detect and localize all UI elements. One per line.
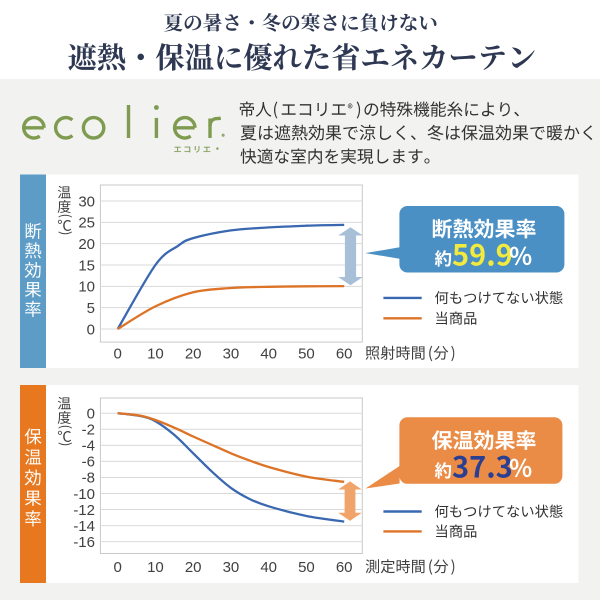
svg-text:10: 10 — [78, 279, 95, 296]
svg-text:5: 5 — [87, 300, 95, 317]
svg-text:25: 25 — [78, 215, 95, 232]
svg-text:-12: -12 — [73, 502, 95, 519]
svg-text:60: 60 — [336, 346, 353, 363]
svg-text:40: 40 — [260, 346, 277, 363]
svg-text:30: 30 — [223, 559, 240, 576]
svg-text:40: 40 — [260, 559, 277, 576]
svg-text:-8: -8 — [82, 470, 95, 487]
svg-text:50: 50 — [298, 346, 315, 363]
svg-text:15: 15 — [78, 257, 95, 274]
svg-text:20: 20 — [78, 236, 95, 253]
svg-text:0: 0 — [114, 559, 122, 576]
svg-text:20: 20 — [185, 559, 202, 576]
svg-text:-10: -10 — [73, 486, 95, 503]
svg-text:0: 0 — [87, 321, 95, 338]
svg-text:60: 60 — [336, 559, 353, 576]
svg-text:30: 30 — [78, 193, 95, 210]
svg-text:20: 20 — [185, 346, 202, 363]
svg-text:-16: -16 — [73, 534, 95, 551]
svg-text:30: 30 — [223, 346, 240, 363]
svg-text:-14: -14 — [73, 518, 95, 535]
svg-text:0: 0 — [114, 346, 122, 363]
svg-text:0: 0 — [87, 406, 95, 423]
svg-text:50: 50 — [298, 559, 315, 576]
svg-text:-6: -6 — [82, 454, 95, 471]
svg-text:10: 10 — [147, 346, 164, 363]
svg-text:-2: -2 — [82, 422, 95, 439]
svg-text:10: 10 — [147, 559, 164, 576]
svg-text:-4: -4 — [82, 438, 95, 455]
